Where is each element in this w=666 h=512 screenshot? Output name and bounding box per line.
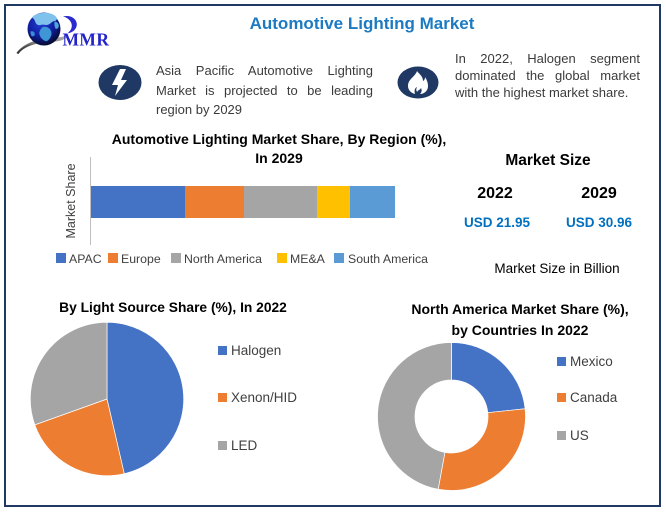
svg-text:MMR: MMR — [63, 30, 110, 50]
